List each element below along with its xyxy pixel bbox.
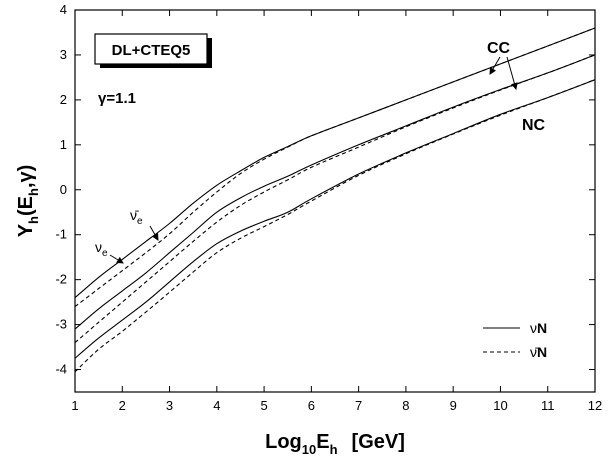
legend-label-solid: νN xyxy=(530,320,547,336)
series-line-upper-solid xyxy=(74,27,596,299)
series-layer xyxy=(74,27,596,373)
nu-e-arrow xyxy=(109,254,124,264)
series-line-lower-dashed xyxy=(74,79,596,373)
model-label-box: DL+CTEQ5 xyxy=(94,33,212,68)
y-tick-label: -3 xyxy=(55,317,67,332)
cc-arrow-2 xyxy=(506,56,518,90)
x-tick-label: 2 xyxy=(119,398,126,413)
x-tick-label: 6 xyxy=(308,398,315,413)
nu-e-label: νe xyxy=(95,239,108,259)
x-tick-label: 12 xyxy=(588,398,602,413)
y-tick-label: 3 xyxy=(60,47,67,62)
legend: νN ν̄N xyxy=(483,320,547,360)
x-tick-label: 8 xyxy=(402,398,409,413)
x-tick-label: 3 xyxy=(166,398,173,413)
x-tick-label: 1 xyxy=(71,398,78,413)
nubar-e-label: ν̄e xyxy=(130,207,143,227)
series-line-middle-solid xyxy=(74,54,596,330)
y-axis-title: Yh(Eh,γ) xyxy=(15,165,41,238)
nc-label: NC xyxy=(522,117,546,134)
y-tick-label: 4 xyxy=(60,2,67,17)
x-tick-label: 11 xyxy=(541,398,555,413)
legend-label-dashed: ν̄N xyxy=(530,344,547,360)
x-axis-title: Log10Eh [GeV] xyxy=(265,431,405,456)
cc-arrow-1 xyxy=(489,56,501,75)
nubar-e-arrow xyxy=(149,225,159,241)
y-tick-label: -1 xyxy=(55,227,67,242)
x-tick-label: 7 xyxy=(355,398,362,413)
x-tick-label: 10 xyxy=(493,398,507,413)
x-tick-label: 5 xyxy=(260,398,267,413)
y-tick-label: 2 xyxy=(60,92,67,107)
y-tick-label: 1 xyxy=(60,137,67,152)
series-line-upper-dashed xyxy=(74,27,596,308)
model-label: DL+CTEQ5 xyxy=(112,42,191,59)
x-tick-label: 4 xyxy=(213,398,220,413)
plot-frame xyxy=(74,9,596,393)
series-line-lower-solid xyxy=(74,79,596,359)
y-tick-label: 0 xyxy=(60,182,67,197)
cc-label: CC xyxy=(487,40,511,57)
y-tick-label: -4 xyxy=(55,362,67,377)
series-line-middle-dashed xyxy=(74,54,596,344)
x-tick-label: 9 xyxy=(450,398,457,413)
y-tick-label: -2 xyxy=(55,272,67,287)
gamma-label: γ=1.1 xyxy=(98,90,136,107)
